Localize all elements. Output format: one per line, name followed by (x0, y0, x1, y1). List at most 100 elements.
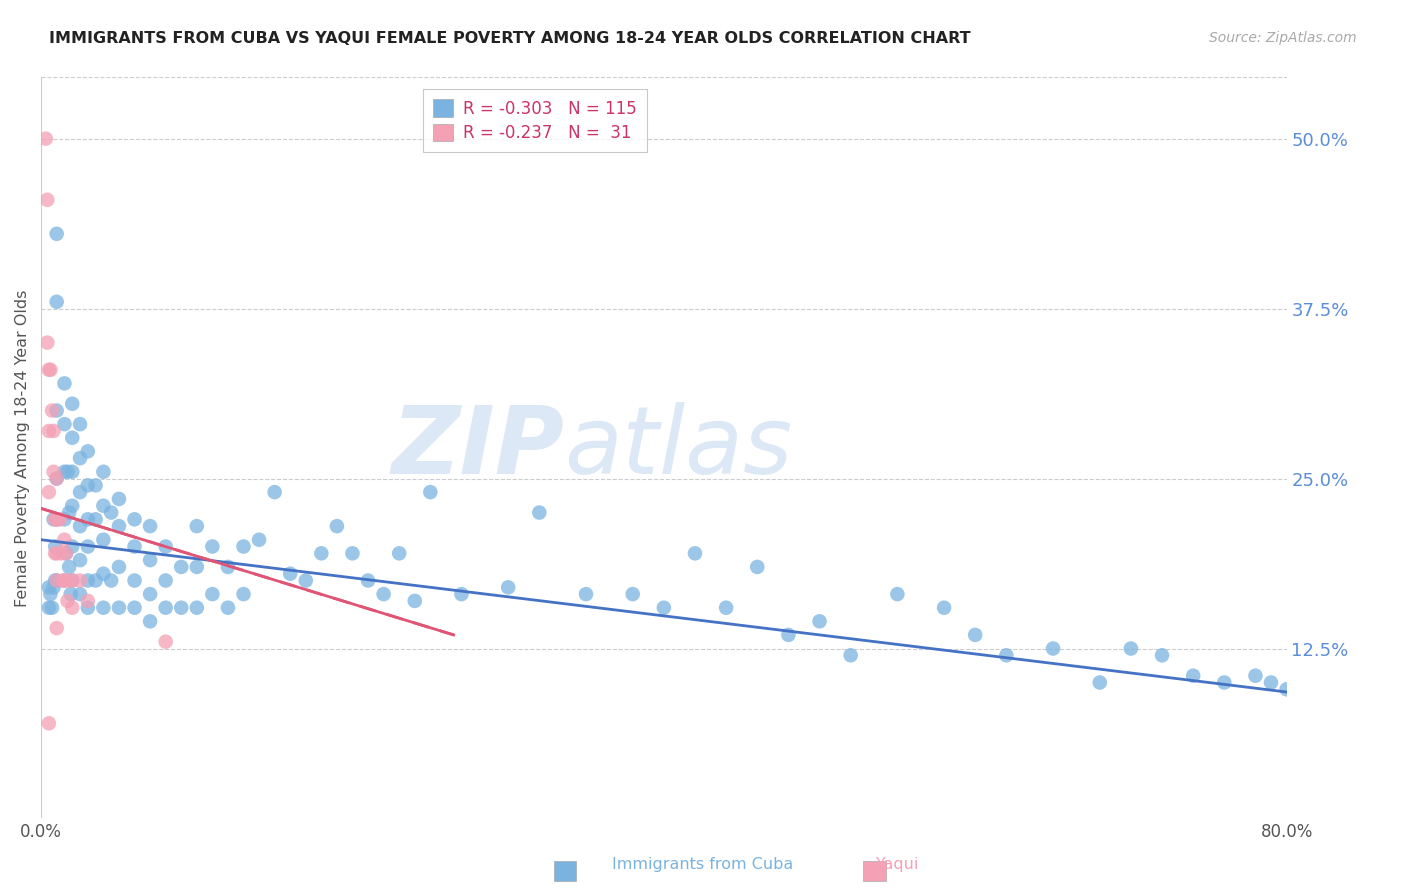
Point (45, 471, 67, 485)
Point (60, 574, 83, 588)
Point (60, 465, 83, 479)
Point (39, 363, 62, 377)
Point (42, 424, 65, 438)
Point (621, 587, 644, 601)
Text: Immigrants from Cuba: Immigrants from Cuba (613, 857, 793, 872)
Point (747, 560, 769, 574)
Point (45, 294, 67, 309)
Point (84, 574, 107, 588)
Point (45, 403, 67, 417)
Point (76, 512, 98, 526)
Point (76, 444, 98, 458)
Point (38, 580, 60, 594)
Point (155, 600, 177, 615)
Point (1260, 675, 1282, 690)
Point (108, 600, 131, 615)
Point (53, 512, 76, 526)
Point (93, 566, 115, 581)
Point (69, 451, 91, 466)
Point (45, 574, 67, 588)
Point (41, 600, 63, 615)
Point (69, 587, 91, 601)
Point (58, 574, 80, 588)
Point (186, 560, 208, 574)
Point (778, 628, 800, 642)
Point (69, 553, 91, 567)
Point (45, 546, 67, 560)
Point (53, 417, 76, 432)
Point (1182, 669, 1205, 683)
Point (45, 574, 67, 588)
Point (42, 512, 65, 526)
Point (49, 512, 72, 526)
Point (124, 512, 146, 526)
Point (37, 335, 59, 350)
Point (232, 540, 254, 554)
Point (56, 594, 79, 608)
Point (76, 540, 98, 554)
Point (100, 574, 122, 588)
Point (69, 417, 91, 432)
Point (1150, 648, 1173, 663)
Point (496, 580, 519, 594)
Point (44, 540, 66, 554)
Point (965, 628, 987, 642)
Point (53, 376, 76, 391)
Point (60, 600, 83, 615)
Point (45, 471, 67, 485)
Point (38, 485, 60, 500)
Point (808, 615, 831, 629)
Point (575, 587, 598, 601)
Point (170, 600, 193, 615)
Point (714, 600, 737, 615)
Point (60, 574, 83, 588)
Point (69, 485, 91, 500)
Point (51, 546, 73, 560)
Point (55, 546, 77, 560)
Point (186, 600, 208, 615)
Text: Source: ZipAtlas.com: Source: ZipAtlas.com (1209, 31, 1357, 45)
Point (263, 485, 285, 500)
Point (76, 574, 98, 588)
Point (1042, 641, 1064, 656)
Point (1244, 669, 1267, 683)
Legend: R = -0.303   N = 115, R = -0.237   N =  31: R = -0.303 N = 115, R = -0.237 N = 31 (423, 89, 647, 153)
Point (60, 397, 83, 411)
Point (342, 546, 364, 560)
Point (357, 574, 380, 588)
Point (170, 560, 193, 574)
Point (450, 587, 472, 601)
Point (45, 227, 67, 241)
Point (652, 600, 675, 615)
Point (311, 546, 333, 560)
Point (69, 519, 91, 533)
Point (1213, 675, 1236, 690)
Point (38, 600, 60, 615)
Point (44, 512, 66, 526)
Point (201, 587, 224, 601)
Point (58, 506, 80, 520)
Point (1119, 641, 1142, 656)
Point (69, 574, 91, 588)
Point (93, 600, 115, 615)
Point (37, 193, 59, 207)
Point (35, 131, 58, 145)
Y-axis label: Female Poverty Among 18-24 Year Olds: Female Poverty Among 18-24 Year Olds (15, 289, 30, 607)
Point (42, 465, 65, 479)
Point (139, 615, 162, 629)
Point (45, 621, 67, 635)
Point (139, 587, 162, 601)
Point (53, 533, 76, 547)
Point (60, 499, 83, 513)
Point (201, 540, 224, 554)
Point (839, 648, 862, 663)
Text: IMMIGRANTS FROM CUBA VS YAQUI FEMALE POVERTY AMONG 18-24 YEAR OLDS CORRELATION C: IMMIGRANTS FROM CUBA VS YAQUI FEMALE POV… (49, 31, 970, 46)
Point (529, 506, 551, 520)
Point (38, 363, 60, 377)
Point (995, 648, 1018, 663)
Point (373, 587, 395, 601)
Text: ZIP: ZIP (391, 402, 564, 494)
Point (84, 512, 107, 526)
Point (60, 540, 83, 554)
Point (1088, 675, 1111, 690)
